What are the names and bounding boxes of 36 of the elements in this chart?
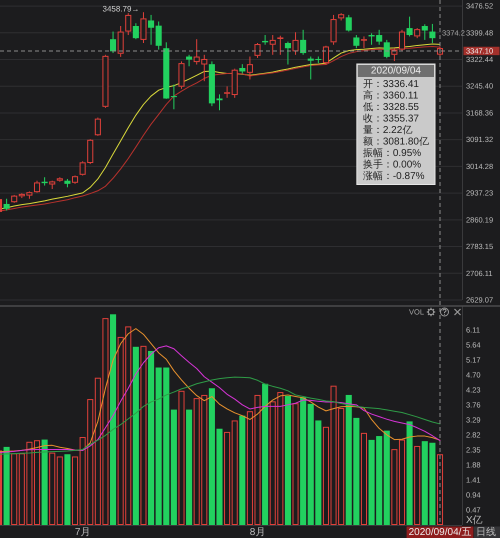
x-tick-label: 7月	[74, 527, 90, 538]
annotation: 额：3081.80亿	[362, 135, 429, 148]
bar	[292, 403, 299, 525]
annotation: 开：3336.41	[362, 78, 420, 90]
annotation: 量：2.22亿	[362, 124, 412, 136]
bar	[11, 453, 18, 525]
annotation: 收：3355.37	[362, 113, 420, 124]
bar	[64, 454, 70, 525]
bar	[110, 314, 116, 525]
bar	[186, 410, 192, 525]
text: 日线	[476, 526, 496, 538]
annotation: 高：3360.11	[362, 89, 419, 102]
bar	[201, 394, 208, 525]
annotation: 涨幅：-0.87%	[362, 170, 425, 182]
x-tick-label: 2020/09/04/五	[408, 527, 472, 538]
bar	[42, 440, 48, 525]
annotation: 低：3328.55	[362, 102, 420, 113]
bar	[239, 416, 246, 525]
annotation: 3458.79→	[102, 4, 140, 14]
x-tick-label: 8月	[250, 527, 266, 538]
bar	[414, 446, 420, 525]
line-series	[0, 376, 440, 455]
annotation: 振幅：0.95%	[362, 146, 422, 159]
annotation: 换手：0.00%	[362, 158, 422, 170]
bar	[262, 384, 268, 525]
bar	[4, 446, 10, 525]
bar	[284, 396, 291, 525]
bar	[140, 346, 147, 525]
bar	[436, 454, 444, 525]
annotation: 2020/09/04	[370, 66, 422, 76]
bar	[360, 432, 368, 525]
bar	[178, 390, 185, 525]
bar	[194, 398, 200, 525]
y-axis-title: X亿	[466, 515, 483, 526]
bar	[406, 421, 413, 525]
bar	[132, 346, 139, 525]
